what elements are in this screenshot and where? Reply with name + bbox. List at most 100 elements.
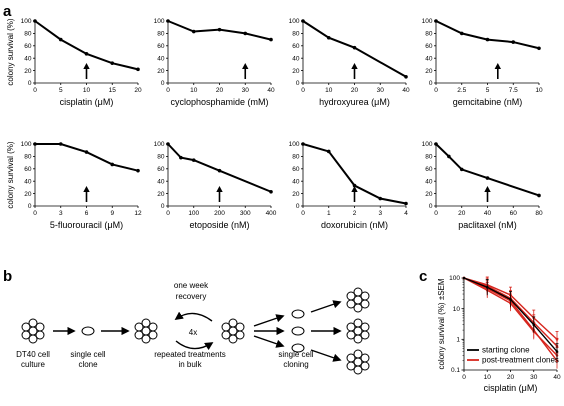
chart-6: 0 20 40 60 80 100 0 100 200 300 400 etoposide (nM) — [154, 141, 277, 230]
data-point — [110, 162, 115, 167]
x-tick-label: 2 — [353, 210, 357, 217]
arrow-to-single-3 — [253, 335, 285, 348]
y-tick-label: 0 — [28, 80, 32, 87]
y-tick-label: 10 — [453, 306, 461, 313]
data-point — [191, 29, 196, 34]
x-tick-label: 300 — [240, 210, 251, 217]
data-point — [537, 193, 541, 198]
x-tick-label: 20 — [507, 374, 515, 381]
data-point — [166, 19, 170, 23]
y-tick-label: 20 — [292, 191, 300, 198]
data-point — [179, 155, 183, 160]
arrow-head — [83, 63, 90, 69]
y-tick-label: 0 — [161, 80, 165, 87]
y-tick-label: 100 — [154, 18, 165, 25]
x-tick-label: 15 — [109, 87, 117, 94]
x-tick-label: 3 — [59, 210, 63, 217]
y-tick-label: 40 — [24, 55, 32, 62]
x-tick-label: 6 — [85, 210, 89, 217]
data-point — [301, 19, 305, 23]
arrow-treatment — [175, 340, 214, 351]
y-tick-label: 80 — [425, 31, 433, 38]
x-tick-label: 10 — [190, 87, 198, 94]
x-tick-label: 400 — [266, 210, 277, 217]
y-tick-label: 60 — [24, 43, 32, 50]
panel-letter-a: a — [3, 3, 12, 20]
panel-c-chart: 0.1 1 10 100 0 10 20 30 40 cisplatin (μM) colony s… — [437, 275, 561, 393]
y-tick-label: 60 — [292, 43, 300, 50]
series-line — [167, 143, 272, 193]
data-point — [136, 67, 140, 72]
arrow-head — [216, 186, 223, 192]
data-point — [404, 201, 408, 206]
series-line — [302, 20, 407, 78]
label-repeated-treatments: repeated treatments — [154, 350, 226, 359]
x-tick-label: 5 — [59, 87, 63, 94]
arrow-head — [494, 63, 501, 69]
y-tick-label: 100 — [21, 18, 32, 25]
data-point — [84, 52, 89, 56]
y-tick-label: 80 — [24, 31, 32, 38]
x-tick-label: 10 — [535, 87, 543, 94]
arrow-head — [83, 186, 90, 192]
data-point — [58, 142, 63, 146]
cell-cluster-clone-1 — [346, 287, 370, 313]
y-tick-label: 20 — [157, 68, 165, 75]
x-tick-label: 0 — [462, 374, 466, 381]
x-tick-label: 4 — [404, 210, 408, 217]
chart-4: 0 20 40 60 80 100 0 2.5 5 7.5 10 gemcitabine (nM) — [422, 18, 543, 107]
cell-cluster-clone-2 — [346, 318, 370, 344]
arrow-recovery — [174, 311, 213, 322]
y-tick-label: 0.1 — [451, 367, 460, 374]
data-point — [136, 168, 140, 173]
y-tick-label: 80 — [157, 154, 165, 161]
y-tick-label: 60 — [157, 43, 165, 50]
chart-7: 0 20 40 60 80 100 0 1 2 3 4 doxorubicin (nM) — [289, 141, 409, 230]
x-tick-label: 30 — [242, 87, 250, 94]
x-tick-label: 30 — [377, 87, 385, 94]
x-tick-label: 40 — [267, 87, 275, 94]
arrow-head — [351, 63, 358, 69]
label-single-cell: single cell — [70, 350, 105, 359]
y-tick-label: 60 — [157, 166, 165, 173]
data-point — [33, 19, 37, 23]
y-tick-label: 40 — [157, 178, 165, 185]
panel-letter-b: b — [3, 268, 12, 285]
x-tick-label: 10 — [83, 87, 91, 94]
label-repeat-count: 4x — [189, 328, 197, 337]
series-line — [34, 20, 139, 71]
y-tick-label: 0 — [161, 203, 165, 210]
label-cloning: cloning — [283, 360, 308, 369]
y-tick-label: 80 — [425, 154, 433, 161]
x-axis-label: 5-fluorouracil (μM) — [50, 220, 123, 230]
x-tick-label: 5 — [486, 87, 490, 94]
y-tick-label: 60 — [425, 166, 433, 173]
y-axis-label: colony survival (%) — [6, 18, 15, 85]
single-cell-2 — [291, 326, 305, 336]
x-tick-label: 0 — [301, 87, 305, 94]
series-line — [35, 143, 139, 172]
data-point — [378, 196, 383, 201]
label-clone: clone — [78, 360, 98, 369]
data-point — [110, 61, 115, 65]
y-tick-label: 60 — [425, 43, 433, 50]
data-point — [326, 149, 331, 154]
y-tick-label: 20 — [24, 191, 32, 198]
y-axis-label: colony survival (%) ±SEM — [437, 278, 446, 369]
data-point — [462, 276, 466, 280]
y-tick-label: 0 — [296, 203, 300, 210]
label-recovery: recovery — [176, 292, 207, 301]
y-tick-label: 0 — [28, 203, 32, 210]
label-culture: culture — [21, 360, 46, 369]
data-point — [404, 75, 408, 79]
x-axis-label: doxorubicin (nM) — [321, 220, 388, 230]
x-tick-label: 2.5 — [457, 87, 466, 94]
x-axis-label: cyclophosphamide (mM) — [170, 97, 268, 107]
label-single-cell-2: single cell — [278, 350, 313, 359]
y-tick-label: 0 — [429, 80, 433, 87]
y-tick-label: 80 — [292, 154, 300, 161]
y-tick-label: 40 — [292, 178, 300, 185]
data-point — [485, 285, 489, 289]
label-in-bulk: in bulk — [178, 360, 202, 369]
x-tick-label: 30 — [530, 374, 538, 381]
